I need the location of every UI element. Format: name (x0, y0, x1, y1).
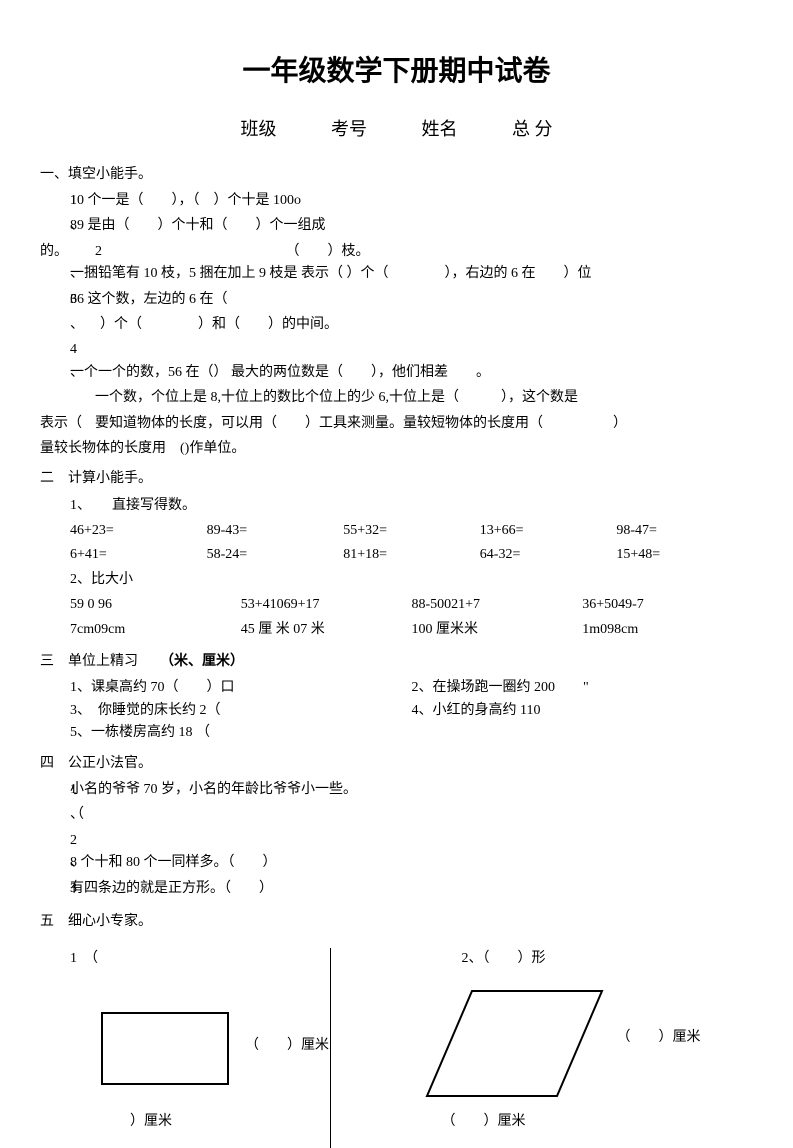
page-title: 一年级数学下册期中试卷 (40, 50, 753, 95)
rectangle-shape (100, 1011, 230, 1086)
q-num: 3 (40, 878, 70, 903)
q-bullet: 、 (40, 804, 70, 829)
calc-cell: 88-50021+7 (412, 594, 583, 616)
s3-q5: 5、一栋楼房高约 18 （ (40, 722, 753, 744)
calc-cell: 100 厘米米 (412, 619, 583, 641)
rect-side-label: （ ）厘米 (245, 1035, 329, 1057)
para-side-label: （ ）厘米 (617, 1027, 701, 1049)
section1-title: 一、填空小能手。 (40, 164, 753, 186)
calc-cell: 6+41= (70, 544, 207, 566)
q1-line1: 10 个一是（ ），（ ）个十是 100o (70, 190, 301, 212)
score-label: 总 分 (512, 119, 553, 139)
q-num4: 4 (40, 339, 70, 361)
para-top-label: 2、（ ）形 (462, 948, 754, 970)
q4-line2: 一个数，个位上是 8,十位上的数比个位上的少 6,十位上是（ ），这个数是 (40, 387, 753, 409)
q-bullet4: 、 (40, 362, 70, 387)
calc-row3: 59 0 96 53+41069+17 88-50021+7 36+5049-7 (40, 594, 753, 616)
section2-title: 二 计算小能手。 (40, 468, 753, 490)
s4-q1: 小名的爷爷 70 岁，小名的年龄比爷爷小一些。 (70, 779, 357, 801)
calc-cell: 7cm09cm (70, 619, 241, 641)
s4-q1b: （ (70, 804, 84, 826)
calc-row1: 46+23= 89-43= 55+32= 13+66= 98-47= (40, 520, 753, 542)
q-bullet2: 、 (40, 263, 70, 288)
calc-cell: 36+5049-7 (582, 594, 753, 616)
shapes-container: 1 （ （ ）厘米 ）厘米 2、（ ）形 （ ）厘米 （ ）厘米 (40, 948, 753, 1133)
q-bullet3: 、 (40, 314, 70, 339)
q5-line1: 要知道物体的长度，可以用（ ）工具来测量。量较短物体的长度用（ ） (95, 413, 627, 435)
q1-line2: 89 是由（ ）个十和（ ）个一组成 (70, 215, 326, 237)
calc-cell: 15+48= (616, 544, 753, 566)
s4-q2: 8 个十和 80 个一同样多。（ ） (70, 852, 277, 874)
calc-cell: 64-32= (480, 544, 617, 566)
q5-line2: 量较长物体的长度用 ()作单位。 (40, 438, 753, 460)
s3-hint: （米、厘米） (160, 651, 244, 673)
calc-cell: 98-47= (616, 520, 753, 542)
section5-title: 五 细心小专家。 (40, 911, 753, 933)
calc-cell: 81+18= (343, 544, 480, 566)
para-block: 2、（ ）形 （ ）厘米 （ ）厘米 (412, 948, 754, 1133)
s2-sub2: 2、比大小 (40, 569, 753, 591)
calc-cell: 1m098cm (582, 619, 753, 641)
s3-q1: 1、课桌高约 70（ ）口 (70, 677, 412, 699)
section3-title: 三 单位上精习 (40, 651, 160, 673)
q-bullet: 、 (40, 215, 70, 240)
calc-cell: 55+32= (343, 520, 480, 542)
s3-q2: 2、在操场跑一圈约 200 " (412, 677, 754, 699)
name-label: 姓名 (422, 119, 458, 139)
q3-line1: 66 这个数，左边的 6 在（ (70, 289, 228, 311)
q-bullet: 、 (40, 852, 70, 877)
s3-q3: 3、 你睡觉的床长约 2（ (70, 700, 412, 722)
calc-cell: 45 厘 米 07 米 (241, 619, 412, 641)
calc-cell: 58-24= (207, 544, 344, 566)
section4-title: 四 公正小法官。 (40, 753, 753, 775)
calc-cell: 46+23= (70, 520, 207, 542)
q5-prefix: 表示（ (40, 413, 95, 438)
q-num2: 2 (95, 241, 102, 263)
s3-q4: 4、小红的身高约 110 (412, 700, 754, 722)
info-row: 班级 考号 姓名 总 分 (40, 115, 753, 144)
s2-sub1: 1、 直接写得数。 (40, 495, 753, 517)
q4-line1: 一个一个的数，56 在（） 最大的两位数是（ ），他们相差 。 (70, 362, 490, 384)
calc-cell: 13+66= (480, 520, 617, 542)
q2-line2: 一捆铅笔有 10 枝，5 捆在加上 9 枝是 表示（ ）个（ ），右边的 6 在… (70, 263, 592, 285)
q1-line3a: 的。 (40, 241, 95, 263)
q-num: 2 (40, 830, 70, 852)
calc-cell: 59 0 96 (70, 594, 241, 616)
calc-cell: 53+41069+17 (241, 594, 412, 616)
parallelogram-shape (422, 986, 607, 1101)
class-label: 班级 (241, 119, 277, 139)
q2-line1: （ ）枝。 (102, 241, 753, 263)
calc-row4: 7cm09cm 45 厘 米 07 米 100 厘米米 1m098cm (40, 619, 753, 641)
q-num: 1 (40, 779, 70, 804)
rect-block: 1 （ （ ）厘米 ）厘米 (70, 948, 412, 1133)
examno-label: 考号 (331, 119, 367, 139)
q-num3: 3 (40, 289, 70, 314)
rect-top-label: 1 （ (70, 948, 412, 970)
q3-line2: ）个（ ）和（ ）的中间。 (70, 314, 338, 336)
calc-row2: 6+41= 58-24= 81+18= 64-32= 15+48= (40, 544, 753, 566)
s4-q3: 有四条边的就是正方形。（ ） (70, 878, 273, 900)
q-num: 1 (40, 190, 70, 215)
calc-cell: 89-43= (207, 520, 344, 542)
